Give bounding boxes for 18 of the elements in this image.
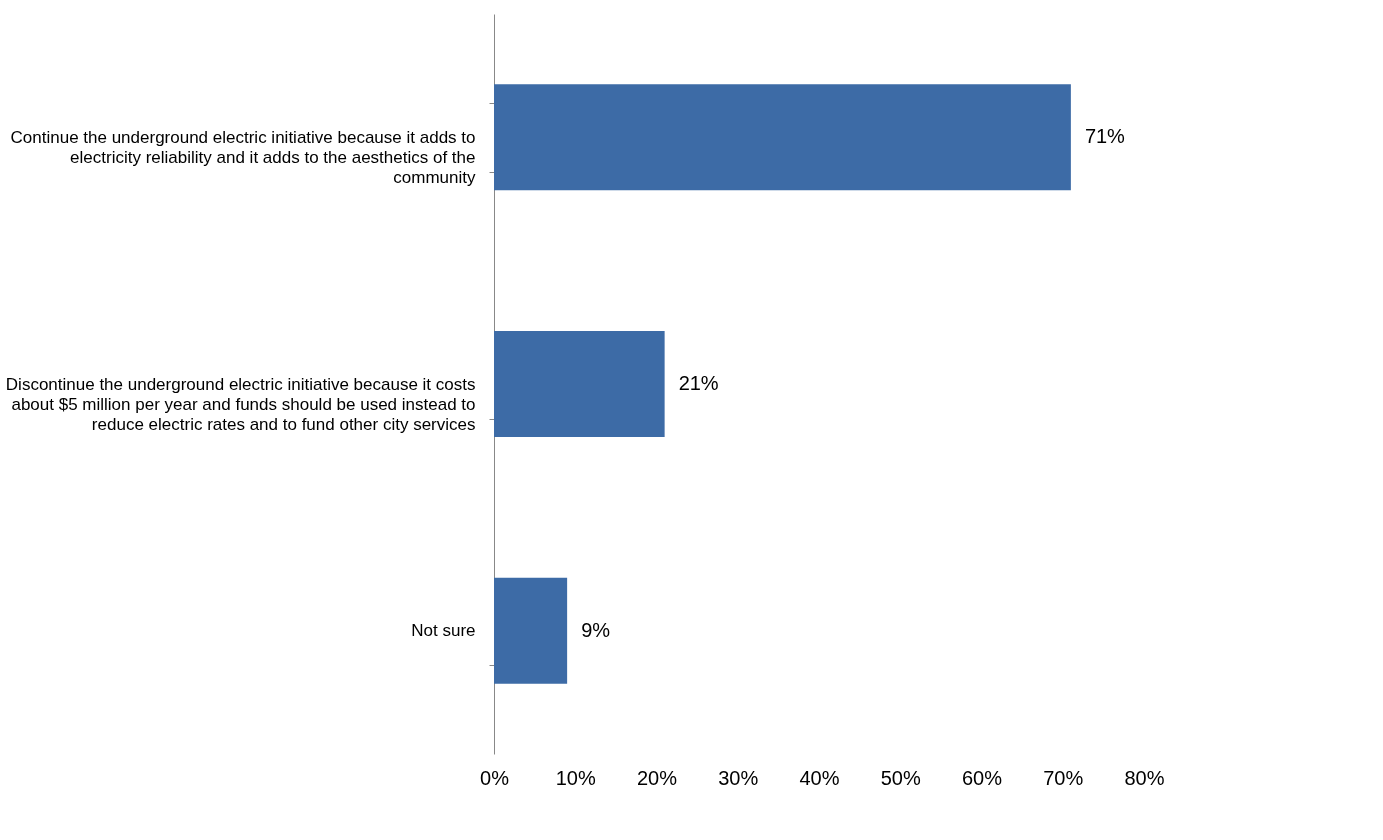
x-tick-label: 40% <box>799 766 840 789</box>
x-tick-label: 0% <box>480 766 510 789</box>
x-tick-label: 70% <box>1043 766 1084 789</box>
x-tick-label: 10% <box>555 766 596 789</box>
data-label: 9% <box>581 618 611 641</box>
data-label: 21% <box>678 372 719 394</box>
x-tick-label: 50% <box>880 766 921 789</box>
bar <box>494 577 568 684</box>
data-label: 71% <box>1084 125 1126 148</box>
bar <box>494 331 665 437</box>
y-tick-label: Not sure <box>411 621 476 641</box>
y-tick-label: Continue the underground electric initiative because it adds to electricity reliability and it adds to the aesthetics of the community <box>10 127 476 187</box>
x-tick-label: 60% <box>961 766 1003 789</box>
x-tick-label: 30% <box>718 766 759 789</box>
y-tick-label: Discontinue the underground electric initiative because it costs about $5 million per year and funds should be used instead to reduce electric rates and to fund other city services <box>5 374 476 434</box>
bar <box>494 84 1071 191</box>
x-tick-label: 20% <box>636 766 678 789</box>
x-tick-label: 80% <box>1124 766 1165 789</box>
